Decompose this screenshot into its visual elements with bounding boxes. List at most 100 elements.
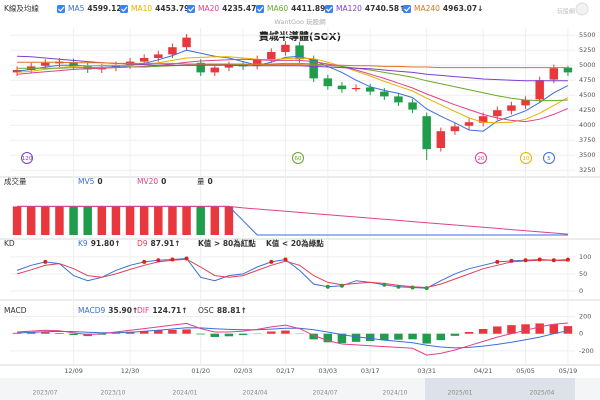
legend-value: 4599.12↑ <box>87 4 127 13</box>
candle-body <box>196 62 205 73</box>
volume-bar <box>83 206 92 235</box>
y-tick-label: 200 <box>579 313 591 321</box>
osc-bar <box>281 330 290 334</box>
legend-name: 量 <box>197 177 205 186</box>
osc-bar <box>12 332 22 334</box>
kd-dot <box>283 257 288 262</box>
legend-checkbox[interactable] <box>325 5 333 13</box>
legend-name: MV5 <box>78 177 95 186</box>
legend-checkbox[interactable] <box>57 5 65 13</box>
osc-bar <box>436 333 446 341</box>
y-tick-label: 3250 <box>579 166 596 174</box>
y-tick-label: 4500 <box>579 91 596 99</box>
legend-note: K值 > 80為紅點 <box>198 238 256 248</box>
kd-dot <box>269 259 274 264</box>
legend-check <box>58 6 65 12</box>
osc-bar <box>464 332 474 334</box>
navigator-label: 2025/04 <box>530 390 555 397</box>
legend-name: MA120 <box>336 4 362 13</box>
candle-body <box>464 122 474 126</box>
legend-value: 88.81↑ <box>217 306 247 315</box>
osc-bar <box>450 333 460 336</box>
period-marker <box>543 152 555 164</box>
chart-title: 費城半導體(SOX) <box>259 30 341 43</box>
candle-body <box>154 54 163 58</box>
navigator-window[interactable] <box>425 378 575 400</box>
legend-checkbox[interactable] <box>187 5 195 13</box>
osc-bar <box>309 333 318 340</box>
kd-dot <box>565 257 570 262</box>
volume-bar <box>196 206 205 235</box>
volume-bar <box>111 206 121 235</box>
navigator-label: 2024/04 <box>243 390 268 397</box>
osc-bar <box>493 326 502 334</box>
legend-check <box>257 6 264 12</box>
candle-body <box>549 68 559 80</box>
candle-body <box>12 70 22 73</box>
candle-body <box>337 85 347 90</box>
navigator-label: 2023/10 <box>101 390 126 397</box>
volume-bar <box>224 206 234 235</box>
series-line <box>17 49 569 132</box>
legend-checkbox[interactable] <box>120 5 128 13</box>
legend-value: 87.91↑ <box>151 239 181 248</box>
candle-body <box>563 67 573 73</box>
candle-body <box>521 100 530 106</box>
volume-bar <box>182 206 191 235</box>
legend-checkbox[interactable] <box>256 5 264 13</box>
navigator-label: 2024/07 <box>313 390 338 397</box>
candle-body <box>168 47 177 55</box>
candle-body <box>422 116 431 150</box>
series-line <box>17 322 568 356</box>
period-marker <box>475 152 487 164</box>
legend-name: MA20 <box>198 4 219 13</box>
volume-bar <box>12 206 22 235</box>
osc-bar <box>41 332 50 334</box>
candle-body <box>295 45 304 60</box>
watermark: WantGoo 玩股網 <box>274 17 326 26</box>
candle-body <box>535 80 544 100</box>
y-tick-label: -200 <box>579 347 594 355</box>
osc-bar <box>380 333 389 341</box>
legend-value: 4411.89↓ <box>291 4 331 13</box>
x-tick-label: 05/05 <box>516 367 535 375</box>
period-marker-label: 60 <box>295 156 302 162</box>
kd-dot <box>43 259 48 264</box>
candle-body <box>210 67 220 73</box>
period-marker <box>520 152 532 164</box>
volume-bar <box>139 206 149 235</box>
navigator-label: 2025/01 <box>448 390 473 397</box>
candle-body <box>309 59 318 79</box>
legend-name: MA240 <box>414 4 440 13</box>
kd-dot <box>495 259 500 264</box>
legend-checkbox[interactable] <box>403 5 411 13</box>
legend-value: 4740.58↑ <box>365 4 405 13</box>
candle-body <box>224 65 234 68</box>
x-tick-label: 05/19 <box>559 367 578 375</box>
legend-value: 35.90↑ <box>108 306 138 315</box>
panel-title: KD <box>4 239 15 248</box>
legend-name: MA60 <box>267 4 288 13</box>
osc-bar <box>408 333 417 340</box>
osc-bar <box>478 329 488 334</box>
y-tick-label: 50 <box>579 270 587 278</box>
candle-body <box>478 116 488 123</box>
y-tick-label: 5500 <box>579 31 596 39</box>
kd-dot <box>142 259 147 264</box>
kd-dot <box>339 283 344 288</box>
legend-name: MACD9 <box>78 306 105 315</box>
legend-value: 4963.07↓ <box>443 4 483 13</box>
osc-bar <box>224 333 234 337</box>
legend-value: 0 <box>161 177 166 186</box>
legend-name: MA10 <box>131 4 152 13</box>
legend-name: K9 <box>78 239 88 248</box>
y-tick-label: 4000 <box>579 121 596 129</box>
kd-dot <box>156 258 161 263</box>
legend-name: MV20 <box>137 177 158 186</box>
series-line <box>17 61 568 69</box>
y-tick-label: 100 <box>579 253 591 261</box>
legend-title: K線及均線 <box>4 3 39 13</box>
logo-icon <box>575 2 589 16</box>
legend-check <box>121 6 128 12</box>
